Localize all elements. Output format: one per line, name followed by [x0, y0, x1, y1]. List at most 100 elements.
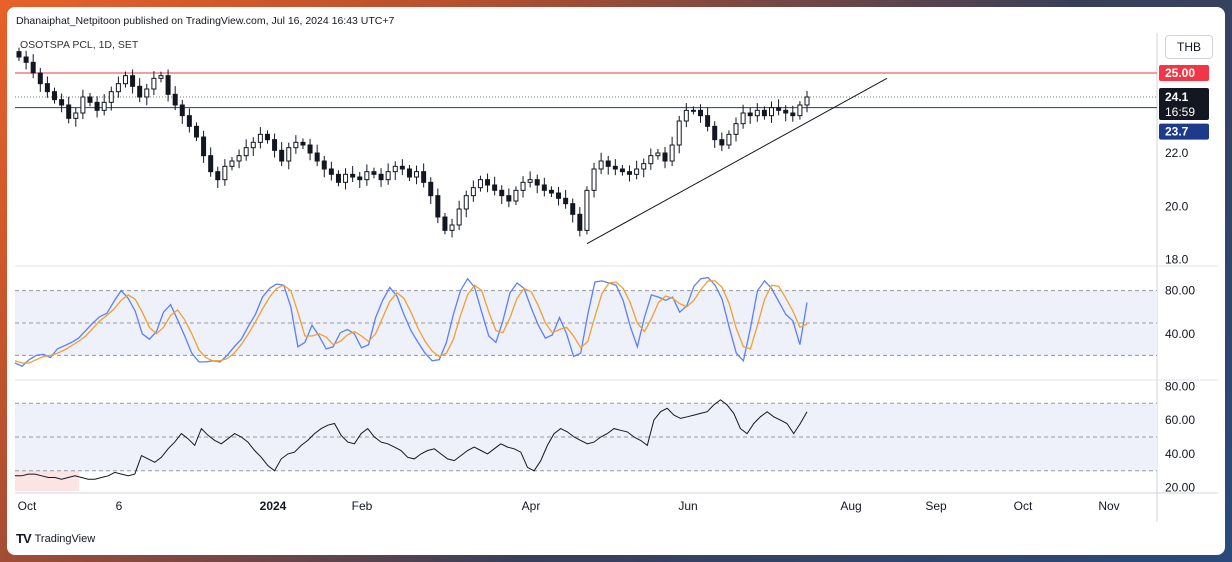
- candle-body: [378, 173, 384, 181]
- candle-body: [250, 141, 256, 149]
- candle-body: [343, 173, 349, 183]
- rsi-oversold-fill: [15, 470, 79, 491]
- support-price-label: 23.7: [1165, 125, 1189, 139]
- price-tick-label: 18.0: [1165, 253, 1189, 267]
- candle-body: [257, 133, 263, 143]
- candle-body: [627, 171, 633, 175]
- candle-body: [314, 152, 320, 162]
- candle-body: [307, 144, 313, 154]
- time-tick-label: Jun: [678, 499, 697, 513]
- candle-body: [605, 160, 611, 167]
- trendline: [586, 77, 888, 245]
- tradingview-logo-icon: TV: [16, 531, 32, 546]
- chart-canvas[interactable]: 26.0022.020.018.025.0024.116:5923.780.00…: [7, 7, 1225, 555]
- publisher-line: Dhanaiphat_Netpitoon published on Tradin…: [16, 15, 395, 27]
- candle-body: [612, 165, 618, 170]
- candle-body: [357, 176, 363, 181]
- candle-body: [179, 104, 185, 117]
- candle-body: [328, 168, 334, 175]
- candle-body: [641, 163, 647, 170]
- candle-body: [186, 115, 192, 127]
- candle-body: [577, 213, 583, 231]
- candle-body: [797, 104, 803, 117]
- candle-body: [66, 104, 72, 119]
- candle-body: [421, 171, 427, 183]
- candle-body: [350, 173, 356, 178]
- candle-body: [130, 75, 136, 87]
- candle-body: [655, 152, 661, 157]
- chart-frame: 26.0022.020.018.025.0024.116:5923.780.00…: [7, 7, 1225, 555]
- candle-body: [442, 216, 448, 231]
- price-tick-label: 22.0: [1165, 146, 1189, 160]
- candle-body: [272, 139, 278, 151]
- candle-body: [733, 123, 739, 135]
- candle-body: [122, 75, 128, 85]
- candle-body: [30, 61, 36, 74]
- bar-countdown-label: 16:59: [1165, 105, 1195, 119]
- candle-body: [414, 171, 420, 178]
- candle-body: [144, 88, 150, 98]
- candle-body: [73, 112, 79, 119]
- candle-body: [662, 152, 668, 162]
- rsi-line: [15, 399, 808, 480]
- stoch-d-line: [14, 280, 808, 364]
- candle-body: [683, 109, 689, 122]
- candle-body: [165, 75, 171, 95]
- candle-body: [591, 168, 597, 191]
- candle-body: [59, 99, 65, 106]
- candle-body: [101, 101, 107, 111]
- candle-body: [44, 83, 50, 93]
- candle-body: [477, 179, 483, 189]
- support-price-label-bg: [1159, 123, 1209, 140]
- last-price-tag-bg: [1159, 88, 1209, 120]
- candle-body: [16, 51, 22, 58]
- candle-body: [470, 187, 476, 197]
- tradingview-logo[interactable]: TV TradingView: [16, 531, 95, 546]
- candle-body: [151, 77, 157, 90]
- candle-body: [286, 147, 292, 162]
- candle-body: [463, 195, 469, 210]
- candle-body: [747, 112, 753, 117]
- candle-body: [527, 179, 533, 183]
- time-tick-label: Apr: [522, 499, 541, 513]
- candle-body: [698, 109, 704, 117]
- candle-body: [548, 189, 554, 194]
- candle-body: [676, 120, 682, 146]
- candle-body: [769, 107, 775, 117]
- rsi-tick-label: 80.00: [1165, 379, 1195, 393]
- candle-body: [556, 192, 562, 199]
- candle-body: [534, 179, 540, 186]
- candle-body: [761, 109, 767, 117]
- rsi-tick-label: 40.00: [1165, 447, 1195, 461]
- rsi-tick-label: 60.00: [1165, 413, 1195, 427]
- candle-body: [726, 133, 732, 146]
- candle-body: [513, 189, 519, 202]
- candle-body: [115, 83, 121, 93]
- candle-body: [506, 195, 512, 202]
- candle-body: [300, 141, 306, 146]
- candle-body: [215, 171, 221, 181]
- candle-body: [229, 160, 235, 167]
- time-tick-label: 2024: [260, 499, 287, 513]
- candle-body: [392, 165, 398, 173]
- time-tick-label: Aug: [840, 499, 861, 513]
- last-price-label: 24.1: [1165, 90, 1189, 104]
- candle-body: [293, 141, 299, 149]
- candle-body: [385, 171, 391, 181]
- candle-body: [719, 139, 725, 146]
- time-tick-label: Sep: [925, 499, 947, 513]
- symbol-label: OSOTSPA PCL, 1D, SET: [20, 39, 139, 51]
- currency-button[interactable]: THB: [1165, 35, 1213, 59]
- candle-body: [563, 197, 569, 205]
- candle-body: [648, 155, 654, 165]
- price-tick-label: 20.0: [1165, 199, 1189, 213]
- time-tick-label: Nov: [1098, 499, 1119, 513]
- candle-body: [371, 171, 377, 175]
- time-tick-label: 6: [116, 499, 123, 513]
- candle-body: [264, 133, 270, 141]
- candle-body: [776, 107, 782, 111]
- candle-body: [108, 91, 114, 103]
- candle-body: [754, 109, 760, 117]
- stoch-tick-label: 40.00: [1165, 327, 1195, 341]
- brand-label: TradingView: [34, 532, 96, 545]
